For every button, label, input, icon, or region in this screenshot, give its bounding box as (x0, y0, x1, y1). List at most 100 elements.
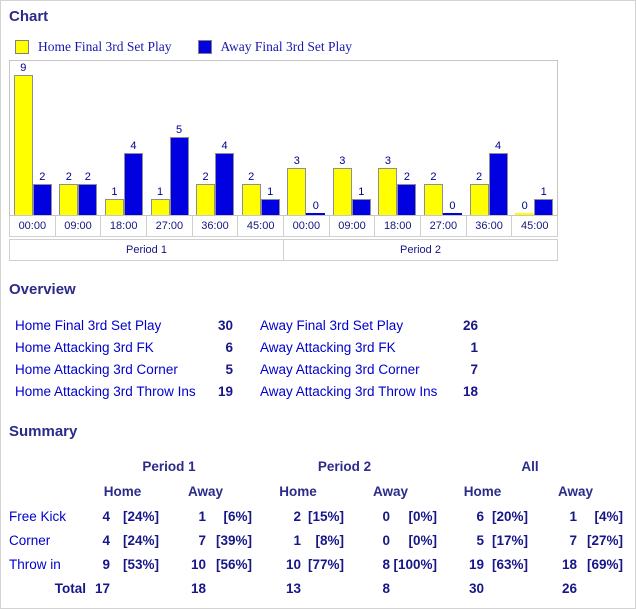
bar-value-label: 2 (65, 171, 72, 183)
bar-wrap: 1 (104, 186, 124, 215)
bar-value-label: 3 (293, 155, 300, 167)
bar-wrap: 2 (78, 171, 98, 215)
summary-total-gap (110, 577, 159, 601)
legend-item: Home Final 3rd Set Play (15, 39, 172, 55)
bar-wrap: 2 (423, 171, 443, 215)
home-bar (423, 184, 443, 215)
bar-value-label: 3 (384, 155, 391, 167)
summary-count-cell: 6 (476, 509, 484, 524)
away-bar (78, 184, 98, 215)
bar-value-label: 2 (39, 171, 46, 183)
bar-value-label: 1 (267, 186, 274, 198)
away-bar (32, 184, 52, 215)
overview-away-value: 7 (470, 362, 478, 377)
bar-wrap: 0 (515, 200, 535, 215)
bar-wrap: 4 (123, 140, 143, 215)
time-tick-label: 27:00 (146, 216, 192, 236)
overview-gap (233, 359, 260, 381)
bar-value-label: 9 (20, 62, 27, 74)
home-bar (515, 213, 535, 215)
bar-wrap: 1 (534, 186, 554, 215)
summary-group-header: All (521, 459, 539, 474)
summary-subheader: Home (463, 484, 502, 499)
summary-count-cell: 0 (382, 533, 390, 548)
overview-gap (233, 315, 260, 337)
overview-away-label: Away Attacking 3rd FK (260, 340, 396, 355)
home-bar (332, 168, 352, 215)
away-bar (306, 213, 326, 215)
summary-group-header: Period 2 (317, 459, 372, 474)
bar-value-label: 4 (130, 140, 137, 152)
overview-home-value: 5 (225, 362, 233, 377)
summary-count-cell: 19 (468, 557, 484, 572)
overview-away-value: 18 (462, 384, 478, 399)
overview-gap (233, 337, 260, 359)
period-label: Period 1 (126, 244, 167, 256)
bar-value-label: 0 (521, 200, 528, 212)
time-tick-label: 27:00 (420, 216, 466, 236)
summary-percent-cell: [63%] (491, 557, 528, 572)
overview-home-value: 6 (225, 340, 233, 355)
overview-home-label: Home Attacking 3rd FK (15, 340, 154, 355)
summary-subheader: Home (103, 484, 142, 499)
summary-table: Period 1 Period 2 All Home Away Home Away Home A… (9, 455, 635, 601)
summary-percent-cell: [56%] (215, 557, 252, 572)
summary-count-cell: 4 (102, 509, 110, 524)
away-bar (488, 153, 508, 215)
summary-subheader: Away (372, 484, 409, 499)
time-tick-label: 36:00 (191, 216, 238, 236)
away-bar (442, 213, 462, 215)
time-tick-label: 18:00 (100, 216, 146, 236)
time-tick-label: 00:00 (18, 220, 47, 232)
chart-legend: Home Final 3rd Set Play Away Final 3rd Se… (15, 39, 635, 54)
summary-count-cell: 1 (293, 533, 301, 548)
bar-value-label: 1 (540, 186, 547, 198)
home-bar (196, 184, 216, 215)
bar-wrap: 5 (169, 124, 189, 215)
overview-away-label: Away Attacking 3rd Corner (260, 362, 420, 377)
bar-wrap: 4 (215, 140, 235, 215)
chart-period-axis: Period 1 Period 2 (9, 239, 558, 261)
period-label: Period 2 (283, 240, 557, 260)
bar-wrap: 2 (196, 171, 216, 215)
summary-total-gap (390, 577, 437, 601)
summary-count-cell: 8 (382, 557, 390, 572)
time-tick-label: 18:00 (374, 216, 420, 236)
summary-count-cell: 2 (293, 509, 301, 524)
home-bar (287, 168, 307, 215)
away-bar (351, 199, 371, 215)
summary-percent-cell: [100%] (393, 557, 437, 572)
summary-total-value: 8 (382, 581, 390, 596)
bar-wrap: 2 (397, 171, 417, 215)
home-bar (13, 75, 33, 215)
home-bar (378, 168, 398, 215)
summary-percent-cell: [15%] (307, 509, 344, 524)
summary-group-header: Period 1 (142, 459, 196, 474)
legend-item: Away Final 3rd Set Play (197, 39, 352, 55)
bar-wrap: 1 (351, 186, 371, 215)
summary-total-gap (206, 577, 252, 601)
summary-percent-cell: [53%] (122, 557, 159, 572)
bar-value-label: 2 (202, 171, 209, 183)
bar-value-label: 0 (449, 200, 456, 212)
overview-away-value: 1 (470, 340, 478, 355)
overview-home-label: Home Attacking 3rd Throw Ins (15, 384, 196, 399)
bar-wrap: 2 (241, 171, 261, 215)
summary-count-cell: 10 (285, 557, 301, 572)
bar-wrap: 9 (13, 62, 33, 215)
bar-value-label: 2 (430, 171, 437, 183)
bar-value-label: 2 (476, 171, 483, 183)
summary-subheader: Away (187, 484, 224, 499)
summary-percent-cell: [4%] (594, 509, 623, 524)
bar-wrap: 2 (469, 171, 489, 215)
overview-section-title: Overview (9, 281, 76, 298)
summary-total-gap (484, 577, 528, 601)
home-bar (59, 184, 79, 215)
